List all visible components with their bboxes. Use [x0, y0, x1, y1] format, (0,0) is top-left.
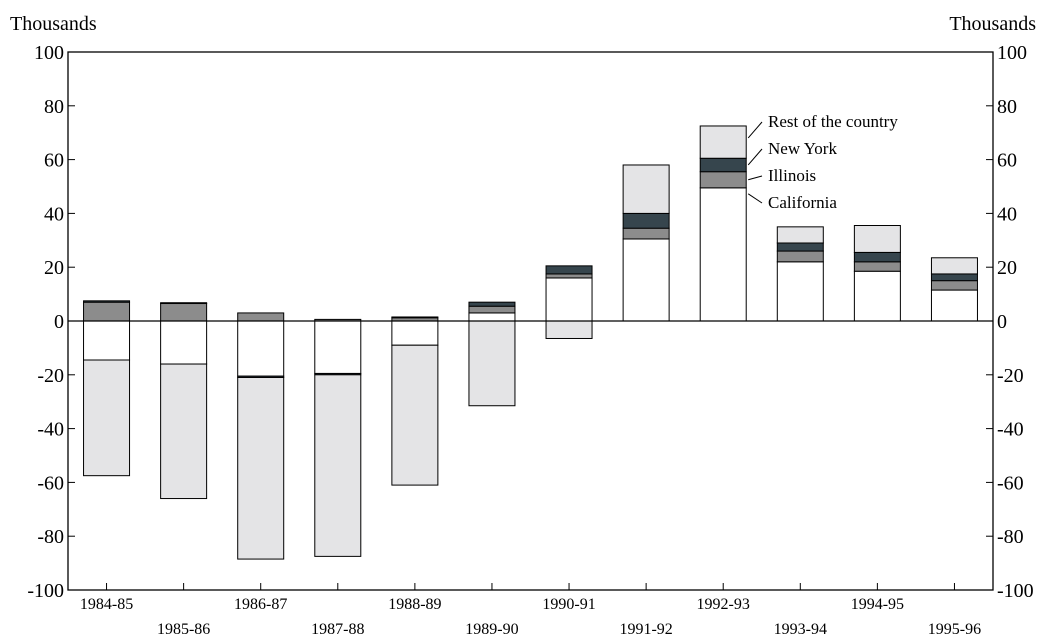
bar-segment-new-york — [853, 251, 901, 263]
bar-segment-rest-of-the-country — [545, 320, 593, 339]
left-axis: 100 80 60 40 20 0 -20 -40 -60 -80 -100 — [27, 42, 75, 602]
bar-segment-california — [314, 320, 362, 374]
bar-segment-new-york — [545, 265, 593, 275]
right-axis: 100 80 60 40 20 0 -20 -40 -60 -80 -100 — [986, 42, 1034, 602]
bar-segment-illinois — [468, 305, 516, 314]
bar-segment-new-york — [83, 300, 131, 303]
legend-label: Illinois — [768, 166, 816, 185]
bar-segment-rest-of-the-country — [160, 363, 208, 500]
legend-leader-line — [747, 148, 763, 166]
bar-segment-rest-of-the-country — [314, 374, 362, 557]
category-label: 1990-91 — [542, 596, 595, 613]
category-label: 1989-90 — [465, 621, 518, 638]
left-tick-label: 40 — [44, 203, 64, 225]
right-tick-label: 60 — [997, 150, 1017, 172]
category-label: 1991-92 — [619, 621, 672, 638]
legend: Rest of the country New York Illinois Calif… — [747, 112, 898, 212]
bar-segment-california — [622, 238, 670, 322]
bar-segment-new-york — [930, 273, 978, 282]
bar-segment-rest-of-the-country — [776, 226, 824, 244]
category-label: 1995-96 — [928, 621, 981, 638]
bar-segment-rest-of-the-country — [930, 257, 978, 275]
bar-segment-rest-of-the-country — [83, 359, 131, 477]
left-tick-label: 20 — [44, 257, 64, 279]
bar-segment-california — [83, 320, 131, 361]
bar-segment-illinois — [776, 250, 824, 263]
bar-segment-new-york — [160, 302, 208, 305]
right-tick-label: 100 — [997, 42, 1027, 64]
bar-segment-new-york — [699, 157, 747, 173]
bar-segment-rest-of-the-country — [237, 376, 285, 560]
left-tick-label: -60 — [37, 472, 64, 494]
x-axis: 1984-85 1985-86 1986-87 1987-88 1988-89 1989-… — [80, 583, 981, 638]
category-label: 1988-89 — [388, 596, 441, 613]
bar-segment-california — [930, 289, 978, 322]
legend-leader-line — [747, 121, 763, 139]
bar-segment-illinois — [930, 280, 978, 291]
category-label: 1992-93 — [697, 596, 750, 613]
bar-segment-california — [699, 187, 747, 322]
legend-label: California — [768, 193, 837, 212]
legend-label: Rest of the country — [768, 112, 898, 131]
left-tick-label: -100 — [27, 580, 64, 602]
left-unit-label: Thousands — [10, 13, 97, 35]
legend-leader-line — [748, 175, 763, 181]
right-tick-label: -80 — [997, 526, 1024, 548]
bar-segment-illinois — [160, 303, 208, 322]
bar-segment-california — [853, 270, 901, 322]
left-tick-label: -40 — [37, 419, 64, 441]
bar-segment-rest-of-the-country — [468, 320, 516, 407]
bar-segment-california — [160, 320, 208, 365]
bar-group — [83, 125, 978, 560]
left-tick-label: 100 — [34, 42, 64, 64]
category-label: 1994-95 — [851, 596, 904, 613]
bar-segment-rest-of-the-country — [699, 125, 747, 159]
bar-segment-new-york — [776, 242, 824, 252]
bar-segment-rest-of-the-country — [391, 344, 439, 486]
bar-segment-illinois — [622, 227, 670, 240]
bar-segment-rest-of-the-country — [622, 164, 670, 214]
legend-label: New York — [768, 139, 837, 158]
right-tick-label: -40 — [997, 419, 1024, 441]
bar-segment-illinois — [83, 301, 131, 322]
left-tick-label: 80 — [44, 96, 64, 118]
bar-segment-california — [776, 261, 824, 322]
right-tick-label: 0 — [997, 311, 1007, 333]
left-tick-label: 60 — [44, 150, 64, 172]
bar-segment-illinois — [853, 261, 901, 272]
right-tick-label: 80 — [997, 96, 1017, 118]
category-label: 1987-88 — [311, 621, 364, 638]
left-tick-label: -80 — [37, 526, 64, 548]
bar-segment-new-york — [468, 301, 516, 307]
legend-leader-line — [747, 193, 763, 204]
category-label: 1985-86 — [157, 621, 210, 638]
bar-segment-new-york — [391, 316, 439, 319]
right-tick-label: -20 — [997, 365, 1024, 387]
bar-segment-illinois — [237, 312, 285, 322]
right-unit-label: Thousands — [949, 13, 1036, 35]
bar-segment-rest-of-the-country — [853, 225, 901, 253]
bar-segment-california — [237, 320, 285, 377]
bar-segment-new-york — [622, 212, 670, 229]
bar-segment-california — [391, 320, 439, 346]
bar-segment-california — [468, 312, 516, 322]
bar-segment-illinois — [699, 171, 747, 189]
category-label: 1986-87 — [234, 596, 287, 613]
left-tick-label: 0 — [54, 311, 64, 333]
left-tick-label: -20 — [37, 365, 64, 387]
right-tick-label: -100 — [997, 580, 1034, 602]
bar-segment-illinois — [545, 273, 593, 279]
right-tick-label: 40 — [997, 203, 1017, 225]
category-label: 1993-94 — [774, 621, 827, 638]
bar-segment-california — [545, 277, 593, 322]
right-tick-label: 20 — [997, 257, 1017, 279]
category-label: 1984-85 — [80, 596, 133, 613]
right-tick-label: -60 — [997, 472, 1024, 494]
